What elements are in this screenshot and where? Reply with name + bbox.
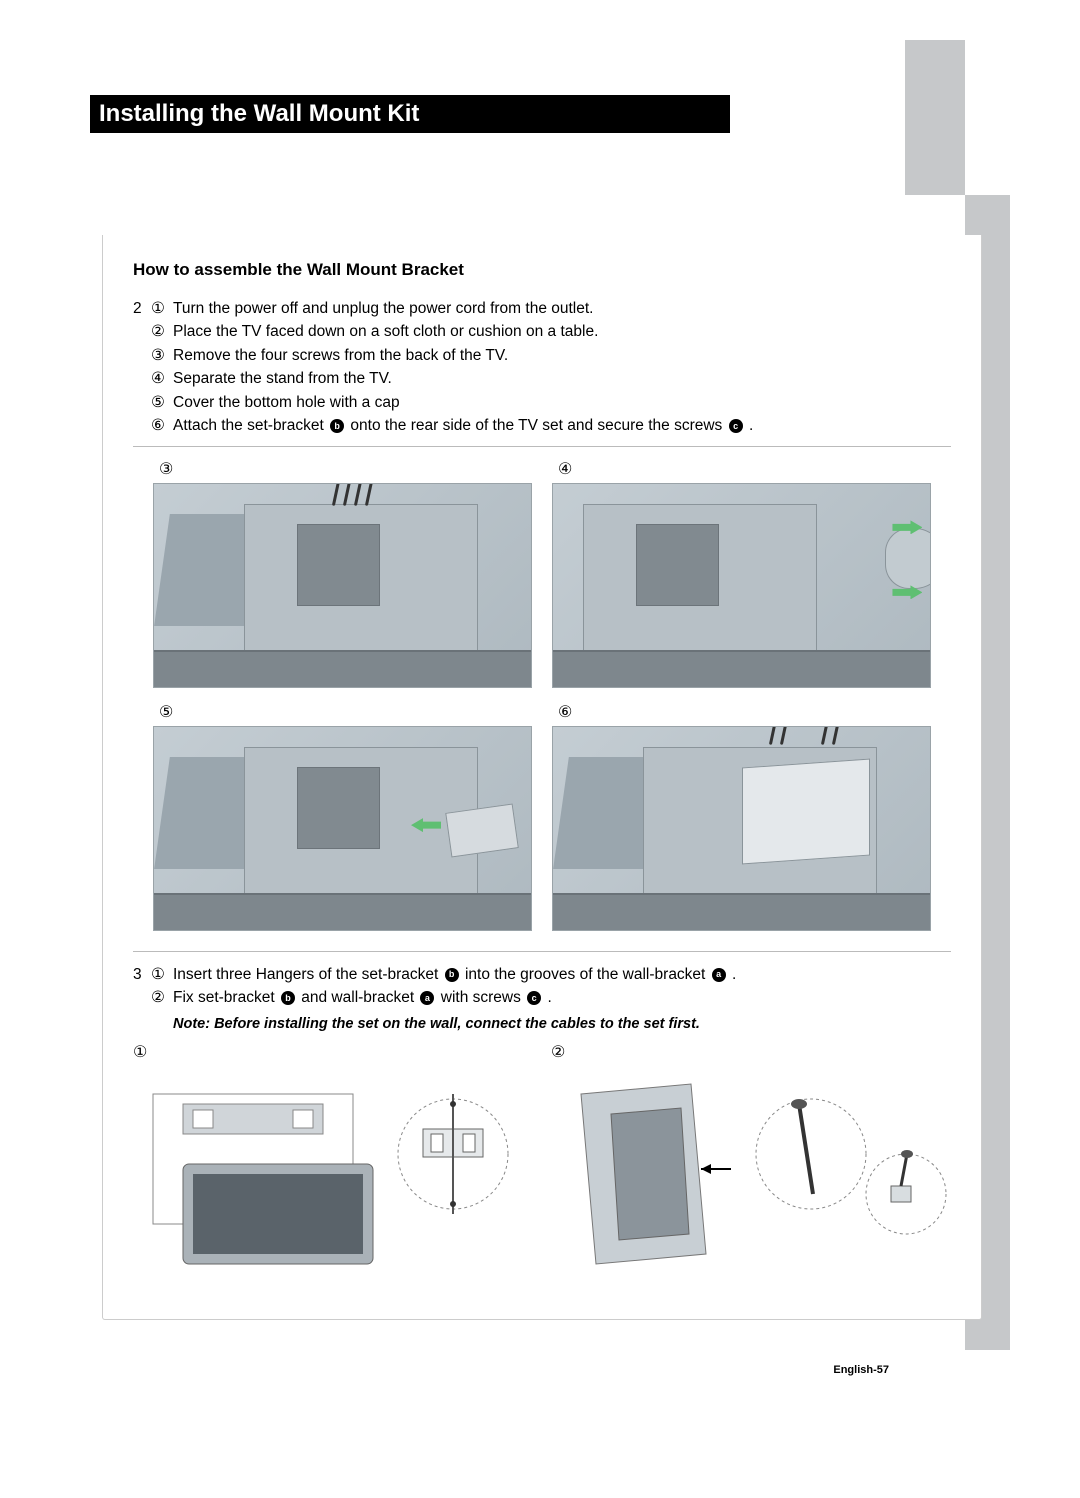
figure-5: ⑤ [153, 702, 532, 931]
step-number: 2 [133, 298, 151, 320]
text-fragment: and wall-bracket [301, 989, 418, 1006]
step-text: Cover the bottom hole with a cap [173, 392, 951, 414]
step-text: Place the TV faced down on a soft cloth … [173, 321, 951, 343]
substep-marker: ② [151, 987, 173, 1009]
substep-marker: ⑤ [151, 392, 173, 414]
text-fragment: . [749, 417, 753, 434]
text-fragment: . [547, 989, 551, 1006]
step-2-block: 2 ① Turn the power off and unplug the po… [133, 298, 951, 438]
substep-marker: ⑥ [151, 415, 173, 437]
bracket-ref-icon: b [445, 968, 459, 982]
screw-ref-icon: c [729, 419, 743, 433]
text-fragment: Attach the set-bracket [173, 417, 328, 434]
screw-ref-icon: c [527, 991, 541, 1005]
figure-1: ① [133, 1042, 533, 1262]
step-row: 2 ① Turn the power off and unplug the po… [133, 298, 951, 320]
figure-row-bottom: ① ② [133, 1042, 951, 1262]
text-fragment: Fix set-bracket [173, 989, 279, 1006]
figure-grid: ③ ④ [153, 459, 931, 931]
figure-label: ④ [558, 459, 931, 479]
step-3-block: 3 ① Insert three Hangers of the set-brac… [133, 964, 951, 1010]
text-fragment: with screws [441, 989, 525, 1006]
title-box: Installing the Wall Mount Kit [90, 95, 730, 133]
figure-2: ② [551, 1042, 951, 1262]
step-row: ⑤ Cover the bottom hole with a cap [133, 392, 951, 414]
step-row: ② Place the TV faced down on a soft clot… [133, 321, 951, 343]
tv-diagram-attach-bracket [552, 726, 931, 931]
figure-label: ① [133, 1042, 533, 1062]
figure-4: ④ [552, 459, 931, 688]
step-text: Separate the stand from the TV. [173, 368, 951, 390]
substep-marker: ② [151, 321, 173, 343]
tv-diagram-cover-hole [153, 726, 532, 931]
page-title: Installing the Wall Mount Kit [91, 96, 729, 132]
figure-6: ⑥ [552, 702, 931, 931]
step-text: Turn the power off and unplug the power … [173, 298, 951, 320]
step-number: 3 [133, 964, 151, 986]
substep-marker: ① [151, 298, 173, 320]
step-row: ④ Separate the stand from the TV. [133, 368, 951, 390]
text-fragment: . [732, 966, 736, 983]
substep-marker: ③ [151, 345, 173, 367]
note-text: Note: Before installing the set on the w… [173, 1016, 951, 1032]
step-text: Fix set-bracket b and wall-bracket a wit… [173, 987, 951, 1009]
figure-3: ③ [153, 459, 532, 688]
tv-diagram-remove-screws [153, 483, 532, 688]
step-text: Attach the set-bracket b onto the rear s… [173, 415, 951, 437]
substep-marker: ① [151, 964, 173, 986]
divider [133, 446, 951, 447]
page-frame: Installing the Wall Mount Kit How to ass… [0, 0, 1080, 1498]
divider [133, 951, 951, 952]
wall-mount-diagram-2 [551, 1064, 951, 1284]
bracket-ref-icon: a [712, 968, 726, 982]
step-row: ③ Remove the four screws from the back o… [133, 345, 951, 367]
step-text: Insert three Hangers of the set-bracket … [173, 964, 951, 986]
step-text: Remove the four screws from the back of … [173, 345, 951, 367]
text-fragment: Insert three Hangers of the set-bracket [173, 966, 443, 983]
section-subhead: How to assemble the Wall Mount Bracket [133, 260, 951, 280]
bracket-ref-icon: b [281, 991, 295, 1005]
substep-marker: ④ [151, 368, 173, 390]
figure-label: ② [551, 1042, 951, 1062]
figure-label: ⑤ [159, 702, 532, 722]
content-panel: How to assemble the Wall Mount Bracket 2… [102, 235, 982, 1320]
decorative-band-top [905, 40, 965, 195]
bracket-ref-icon: b [330, 419, 344, 433]
figure-label: ③ [159, 459, 532, 479]
figure-label: ⑥ [558, 702, 931, 722]
text-fragment: into the grooves of the wall-bracket [465, 966, 710, 983]
wall-mount-diagram-1 [133, 1064, 533, 1284]
bracket-ref-icon: a [420, 991, 434, 1005]
step-row: ② Fix set-bracket b and wall-bracket a w… [133, 987, 951, 1009]
step-row: ⑥ Attach the set-bracket b onto the rear… [133, 415, 951, 437]
tv-diagram-separate-stand [552, 483, 931, 688]
page-number: English-57 [827, 1362, 895, 1378]
text-fragment: onto the rear side of the TV set and sec… [350, 417, 726, 434]
step-row: 3 ① Insert three Hangers of the set-brac… [133, 964, 951, 986]
